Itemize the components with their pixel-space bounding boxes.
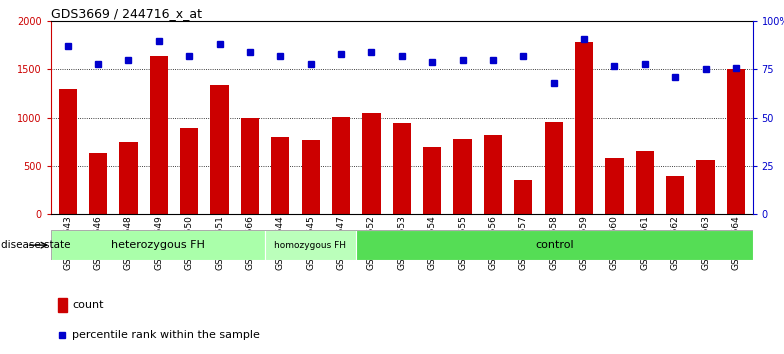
Bar bbox=[727, 69, 745, 214]
Text: count: count bbox=[72, 300, 103, 310]
Bar bbox=[210, 85, 229, 214]
Bar bbox=[453, 139, 472, 214]
Bar bbox=[514, 181, 532, 214]
Bar bbox=[666, 176, 684, 214]
Bar bbox=[393, 122, 411, 214]
Text: heterozygous FH: heterozygous FH bbox=[111, 240, 205, 250]
Bar bbox=[150, 56, 168, 214]
Text: homozygous FH: homozygous FH bbox=[274, 241, 347, 250]
Bar bbox=[696, 160, 715, 214]
Bar bbox=[264, 230, 356, 260]
Text: percentile rank within the sample: percentile rank within the sample bbox=[72, 330, 260, 339]
Bar bbox=[119, 142, 137, 214]
Bar bbox=[545, 121, 563, 214]
Bar bbox=[51, 230, 264, 260]
Bar bbox=[575, 42, 593, 214]
Bar bbox=[362, 113, 380, 214]
Bar bbox=[423, 147, 441, 214]
Bar bbox=[58, 298, 67, 312]
Bar bbox=[241, 118, 259, 214]
Bar bbox=[180, 128, 198, 214]
Bar bbox=[302, 140, 320, 214]
Text: control: control bbox=[535, 240, 574, 250]
Bar bbox=[484, 135, 502, 214]
Bar bbox=[271, 137, 289, 214]
Bar bbox=[59, 89, 77, 214]
Text: GDS3669 / 244716_x_at: GDS3669 / 244716_x_at bbox=[51, 7, 202, 20]
Bar bbox=[636, 152, 654, 214]
Bar bbox=[356, 230, 753, 260]
Text: disease state: disease state bbox=[1, 240, 71, 250]
Bar bbox=[332, 117, 350, 214]
Bar bbox=[89, 153, 107, 214]
Bar bbox=[605, 158, 623, 214]
